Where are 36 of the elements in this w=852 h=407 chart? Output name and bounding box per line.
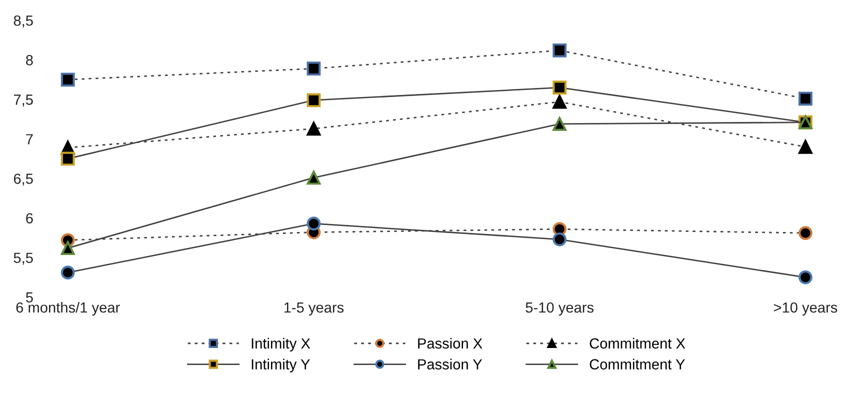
point [306, 62, 321, 76]
y-tick-label: 7 [26, 134, 33, 144]
point [60, 266, 75, 280]
legend-label: Intimity X [252, 338, 310, 352]
x-tick-label: 6 months/1 year [16, 302, 120, 316]
point [552, 232, 567, 246]
legend-label: Passion X [418, 338, 482, 349]
point [552, 43, 567, 58]
x-tick-label: 5-10 years [526, 302, 594, 316]
y-tick-label: 6,5 [14, 174, 33, 186]
point [60, 72, 75, 87]
legend-label: Passion Y [418, 358, 482, 370]
point [60, 152, 75, 166]
x-tick-label: 1-5 years [284, 302, 344, 316]
y-tick-label: 7,5 [14, 94, 33, 107]
x-tick-label: >10 years [774, 302, 838, 316]
y-tick-label: 5 [26, 292, 33, 303]
point [306, 93, 321, 108]
point [306, 216, 321, 231]
point [552, 94, 567, 109]
y-tick-label: 8,5 [14, 15, 33, 28]
y-tick-label: 5,5 [14, 252, 33, 265]
point [552, 116, 567, 131]
legend-label: Commitment Y [590, 358, 685, 370]
y-tick-label: 6 [26, 213, 33, 224]
legend-label: Commitment X [590, 338, 686, 349]
point [552, 80, 567, 95]
point [306, 170, 321, 185]
point [60, 241, 75, 256]
y-tick-label: 8 [26, 54, 33, 66]
point [798, 140, 812, 154]
point [306, 122, 321, 136]
point [798, 92, 812, 106]
legend-label: Intimity Y [252, 358, 310, 372]
point [798, 226, 812, 240]
point [798, 270, 812, 284]
